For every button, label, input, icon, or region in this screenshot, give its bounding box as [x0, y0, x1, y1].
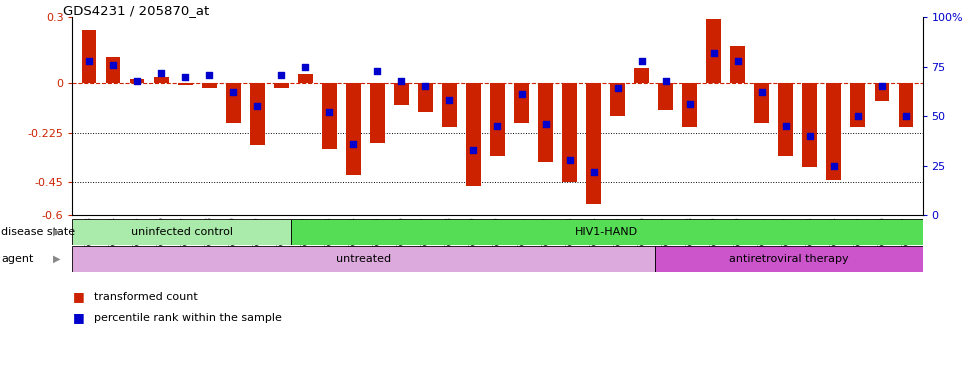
- Point: [202, 71, 217, 78]
- Bar: [730, 46, 745, 83]
- Text: GDS4231 / 205870_at: GDS4231 / 205870_at: [63, 4, 209, 17]
- Point: [753, 89, 769, 96]
- Text: agent: agent: [1, 254, 34, 264]
- Point: [874, 83, 890, 89]
- Bar: [72, 219, 291, 245]
- Point: [562, 157, 578, 163]
- Bar: [611, 83, 625, 116]
- Text: disease state: disease state: [1, 227, 75, 237]
- Point: [514, 91, 529, 98]
- Bar: [538, 83, 553, 162]
- Text: transformed count: transformed count: [94, 292, 197, 302]
- Text: percentile rank within the sample: percentile rank within the sample: [94, 313, 281, 323]
- Text: ▶: ▶: [53, 227, 61, 237]
- Bar: [635, 68, 649, 83]
- Bar: [82, 30, 97, 83]
- Point: [826, 162, 841, 169]
- Point: [417, 83, 433, 89]
- Bar: [655, 246, 923, 272]
- Point: [394, 78, 410, 84]
- Bar: [178, 83, 192, 85]
- Bar: [514, 83, 528, 123]
- Point: [802, 133, 817, 139]
- Bar: [562, 83, 577, 182]
- Text: untreated: untreated: [336, 254, 391, 264]
- Point: [706, 50, 722, 56]
- Point: [538, 121, 554, 127]
- Point: [682, 101, 697, 108]
- Bar: [803, 83, 817, 167]
- Point: [346, 141, 361, 147]
- Point: [634, 58, 649, 64]
- Text: antiretroviral therapy: antiretroviral therapy: [729, 254, 849, 264]
- Point: [730, 58, 746, 64]
- Bar: [274, 83, 289, 88]
- Bar: [467, 83, 481, 187]
- Text: uninfected control: uninfected control: [130, 227, 233, 237]
- Bar: [298, 74, 313, 83]
- Bar: [754, 83, 769, 123]
- Bar: [291, 219, 923, 245]
- Text: ■: ■: [72, 290, 84, 303]
- Bar: [370, 83, 384, 142]
- Bar: [682, 83, 696, 127]
- Bar: [72, 246, 655, 272]
- Point: [105, 62, 121, 68]
- Bar: [323, 83, 336, 149]
- Point: [466, 147, 481, 153]
- Point: [585, 169, 601, 175]
- Bar: [586, 83, 601, 204]
- Point: [898, 113, 914, 119]
- Bar: [874, 83, 889, 101]
- Bar: [418, 83, 433, 112]
- Bar: [202, 83, 216, 88]
- Bar: [155, 77, 168, 83]
- Bar: [850, 83, 865, 127]
- Bar: [491, 83, 504, 156]
- Point: [129, 78, 145, 84]
- Point: [154, 70, 169, 76]
- Bar: [659, 83, 672, 109]
- Bar: [394, 83, 409, 105]
- Bar: [706, 20, 721, 83]
- Text: ■: ■: [72, 311, 84, 324]
- Point: [249, 103, 265, 109]
- Point: [81, 58, 97, 64]
- Text: ▶: ▶: [53, 254, 61, 264]
- Point: [298, 64, 313, 70]
- Point: [658, 78, 673, 84]
- Point: [441, 97, 457, 103]
- Point: [178, 74, 193, 80]
- Point: [370, 68, 385, 74]
- Bar: [442, 83, 457, 127]
- Point: [226, 89, 242, 96]
- Point: [273, 71, 289, 78]
- Text: HIV1-HAND: HIV1-HAND: [575, 227, 639, 237]
- Point: [610, 85, 625, 91]
- Bar: [827, 83, 840, 180]
- Bar: [130, 79, 145, 83]
- Bar: [106, 57, 121, 83]
- Bar: [779, 83, 793, 156]
- Point: [490, 123, 505, 129]
- Point: [322, 109, 337, 115]
- Bar: [898, 83, 913, 127]
- Bar: [226, 83, 241, 123]
- Point: [778, 123, 793, 129]
- Bar: [346, 83, 360, 175]
- Bar: [250, 83, 265, 145]
- Point: [850, 113, 866, 119]
